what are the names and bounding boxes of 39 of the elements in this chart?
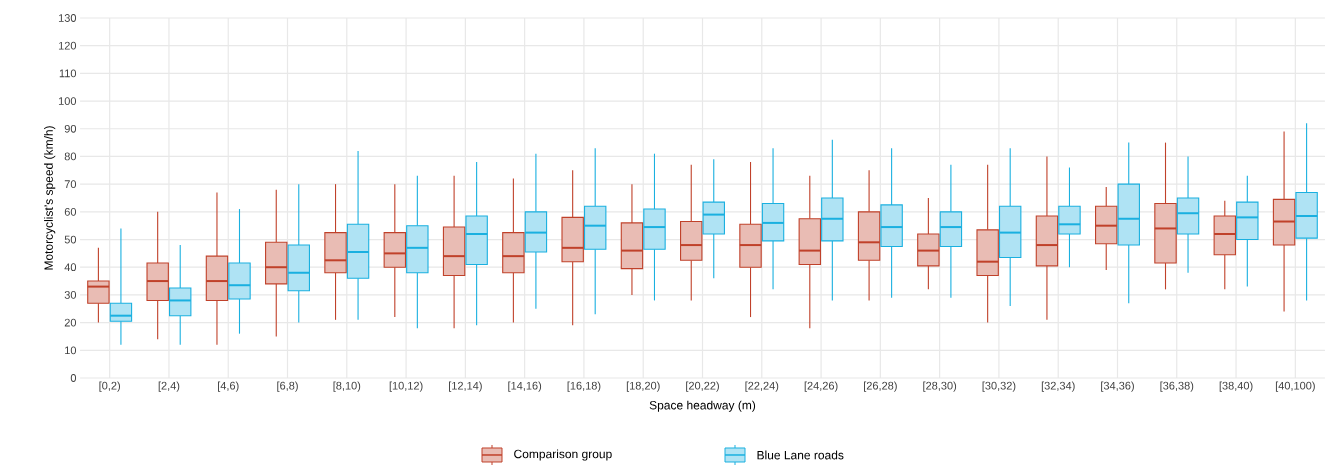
x-tick-label: [34,36) [1101,381,1134,392]
x-tick-label: [12,14) [449,381,482,392]
y-tick-label: 110 [59,69,77,78]
x-tick-label: [36,38) [1160,381,1194,392]
y-tick-label: 40 [64,263,77,272]
x-tick-label: [10,12) [389,381,423,392]
y-tick-label: 120 [58,41,77,50]
y-axis-title: Motorcyclist’s speed (km/h) [44,126,56,270]
x-tick-label: [40,100) [1275,381,1315,392]
x-tick-label: [16,18) [567,381,601,392]
y-tick-label: 80 [64,152,77,161]
x-axis-title: Space headway (m) [649,400,756,412]
y-tick-label: 0 [70,374,77,382]
y-tick-label: 20 [64,318,77,327]
x-tick-label: [8,10) [333,381,361,392]
x-tick-label: [6,8) [277,381,298,392]
x-tick-label: [24,26) [804,381,838,392]
x-tick-label: [30,32) [982,381,1016,392]
x-tick-label: [32,34) [1041,381,1075,392]
y-tick-label: 60 [64,207,77,216]
x-tick-label: [26,28) [864,381,897,392]
y-tick-label: 90 [64,124,77,133]
x-tick-label: [20,22) [686,381,719,392]
x-tick-label: [28,30) [923,381,957,392]
x-tick-label: [22,24) [745,381,779,392]
y-tick-label: 70 [64,180,77,189]
y-tick-label: 10 [65,346,77,355]
y-tick-label: 50 [64,235,77,244]
y-tick-label: 100 [58,97,77,105]
x-tick-label: [2,4) [158,381,180,392]
x-tick-label: [18,20) [626,381,660,392]
legend-label: Comparison group [514,449,612,461]
x-tick-label: [38,40) [1219,381,1253,392]
x-tick-label: [4,6) [218,381,239,392]
y-tick-label: 30 [64,291,77,299]
y-tick-label: 130 [58,14,77,22]
x-tick-label: [0,2) [99,381,120,392]
legend-label: Blue Lane roads [757,450,844,460]
x-tick-label: [14,16) [508,381,542,392]
